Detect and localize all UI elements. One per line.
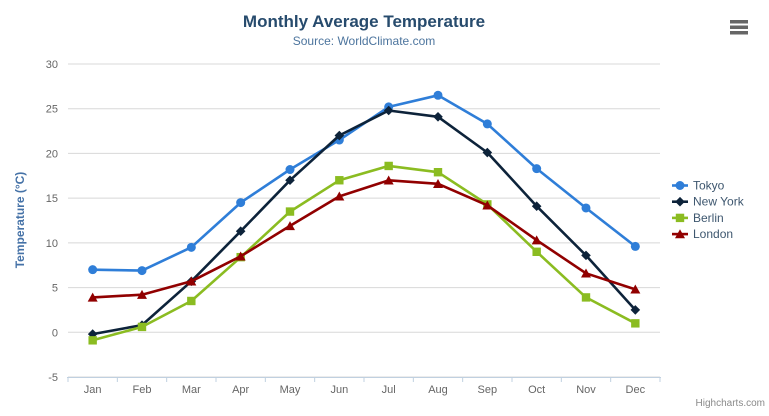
x-axis-label: Mar xyxy=(182,384,201,396)
legend-marker-triangle-icon xyxy=(675,229,685,239)
axes: -5 0 5 10 15 20 25 30 Jan Feb Mar Apr May Jun Jul Aug Se… xyxy=(46,59,661,396)
data-point-new-york-dec[interactable] xyxy=(630,305,641,315)
y-axis-label: 10 xyxy=(46,238,58,250)
data-point-berlin-feb[interactable] xyxy=(137,322,147,332)
legend-item-berlin[interactable]: Berlin xyxy=(672,211,724,225)
y-axis-label: 20 xyxy=(46,148,58,160)
y-axis-label: 25 xyxy=(46,104,58,116)
series-london xyxy=(87,175,641,302)
data-point-new-york-nov[interactable] xyxy=(581,250,591,261)
x-axis-label: Dec xyxy=(626,384,646,396)
data-point-tokyo-may[interactable] xyxy=(285,165,295,175)
data-point-london-oct[interactable] xyxy=(531,235,542,245)
data-point-london-aug[interactable] xyxy=(433,179,443,189)
x-axis-label: Feb xyxy=(133,384,152,396)
data-point-tokyo-dec[interactable] xyxy=(630,241,640,251)
series-new-york xyxy=(87,105,641,339)
data-point-tokyo-apr[interactable] xyxy=(236,198,246,208)
legend-item-tokyo[interactable]: Tokyo xyxy=(672,179,725,193)
legend-marker-circle-icon xyxy=(675,181,685,190)
legend-label: Tokyo xyxy=(693,179,725,193)
legend-marker-square-icon xyxy=(675,213,685,223)
legend-label: New York xyxy=(693,195,745,209)
data-point-london-mar[interactable] xyxy=(186,276,197,286)
data-point-tokyo-sep[interactable] xyxy=(482,119,492,129)
hamburger-icon[interactable] xyxy=(727,17,751,37)
data-point-new-york-jun[interactable] xyxy=(334,130,345,141)
series-berlin xyxy=(88,161,640,345)
y-axis-label: -5 xyxy=(48,372,58,384)
series-line-new-york[interactable] xyxy=(91,109,637,336)
y-axis-title: Temperature (°C) xyxy=(13,172,27,269)
legend: Tokyo New York Berlin London xyxy=(672,179,745,241)
x-axis-label: Jan xyxy=(84,384,102,396)
y-axis-label: 0 xyxy=(52,327,58,339)
data-point-new-york-jul[interactable] xyxy=(383,105,394,116)
data-point-london-jul[interactable] xyxy=(383,175,394,185)
data-point-tokyo-oct[interactable] xyxy=(532,164,542,174)
data-point-london-apr[interactable] xyxy=(235,251,246,261)
data-point-berlin-oct[interactable] xyxy=(532,247,541,256)
data-point-tokyo-mar[interactable] xyxy=(186,242,196,252)
data-point-tokyo-jan[interactable] xyxy=(88,265,98,275)
data-point-london-nov[interactable] xyxy=(581,268,591,278)
x-axis-label: Nov xyxy=(576,384,596,396)
data-point-london-jun[interactable] xyxy=(334,191,345,201)
x-axis-label: Oct xyxy=(528,384,545,396)
x-axis-label: Apr xyxy=(232,384,249,396)
legend-label: London xyxy=(693,227,733,241)
x-axis-label: May xyxy=(280,384,301,396)
legend-label: Berlin xyxy=(693,211,724,225)
credits-link[interactable]: Highcharts.com xyxy=(696,398,765,409)
data-point-new-york-jan[interactable] xyxy=(87,329,98,339)
data-point-new-york-apr[interactable] xyxy=(235,226,246,237)
series-tokyo xyxy=(88,90,640,276)
series-line-london[interactable] xyxy=(91,179,637,299)
data-point-london-may[interactable] xyxy=(285,221,295,231)
data-point-london-sep[interactable] xyxy=(482,200,493,210)
data-point-london-dec[interactable] xyxy=(630,284,641,294)
gridlines xyxy=(68,63,660,378)
legend-marker-diamond-icon xyxy=(675,196,685,207)
data-point-london-feb[interactable] xyxy=(137,289,147,299)
y-axis-label: 30 xyxy=(46,59,58,71)
data-point-new-york-may[interactable] xyxy=(285,175,295,186)
data-point-berlin-mar[interactable] xyxy=(187,296,196,306)
y-axis-label: 5 xyxy=(52,283,58,295)
data-point-tokyo-aug[interactable] xyxy=(433,90,443,100)
data-point-berlin-nov[interactable] xyxy=(581,293,591,302)
data-point-berlin-aug[interactable] xyxy=(433,168,443,177)
data-point-berlin-jan[interactable] xyxy=(88,336,97,345)
data-point-berlin-dec[interactable] xyxy=(631,319,640,328)
data-point-berlin-jul[interactable] xyxy=(384,161,393,171)
data-point-london-jan[interactable] xyxy=(87,292,98,302)
data-point-new-york-oct[interactable] xyxy=(531,201,542,211)
legend-item-new-york[interactable]: New York xyxy=(672,195,745,209)
legend-item-london[interactable]: London xyxy=(672,227,733,241)
chart-title: Monthly Average Temperature xyxy=(243,12,485,31)
y-axis-label: 15 xyxy=(46,193,58,205)
data-point-berlin-jun[interactable] xyxy=(335,176,344,185)
data-point-new-york-sep[interactable] xyxy=(482,147,493,158)
x-axis-label: Jul xyxy=(382,384,396,396)
data-point-new-york-aug[interactable] xyxy=(433,111,443,122)
data-point-tokyo-feb[interactable] xyxy=(137,266,147,276)
x-axis-label: Aug xyxy=(428,384,448,396)
data-point-berlin-may[interactable] xyxy=(285,207,295,216)
x-axis-label: Jun xyxy=(330,384,348,396)
series-line-berlin[interactable] xyxy=(91,164,637,342)
series-plot xyxy=(87,90,641,345)
x-axis-label: Sep xyxy=(478,384,498,396)
data-point-tokyo-nov[interactable] xyxy=(581,203,591,213)
chart-subtitle: Source: WorldClimate.com xyxy=(293,34,436,48)
